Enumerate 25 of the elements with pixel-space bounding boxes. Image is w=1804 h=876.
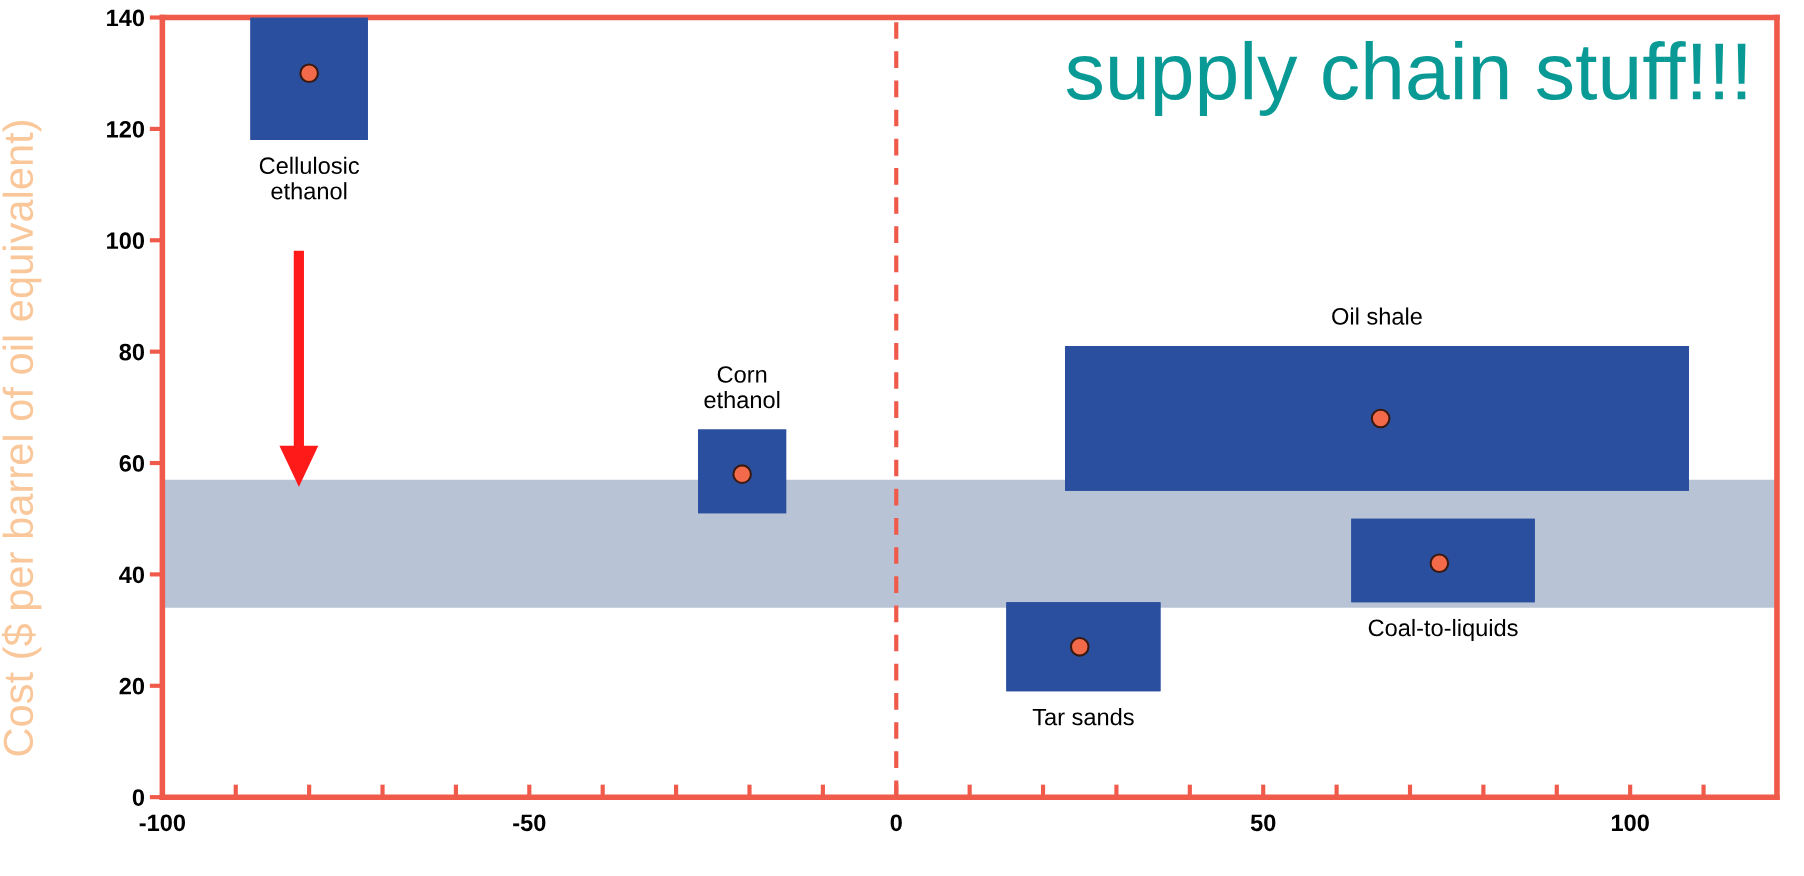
x-tick-label: 100: [1611, 814, 1649, 832]
annotation: Oil shale: [1332, 307, 1422, 325]
annotation: Coal-to-liquids: [1368, 618, 1518, 641]
y-tick-label: 120: [107, 120, 145, 138]
point: [299, 63, 319, 84]
point: [732, 464, 752, 484]
annotation: Tar sands: [1032, 708, 1134, 726]
y-tick-label: 100: [107, 232, 145, 250]
annotation: Cellulosic ethanol: [259, 156, 360, 200]
x-tick-label: 0: [890, 814, 902, 832]
y-tick-label: 60: [119, 455, 145, 472]
point: [1069, 636, 1090, 657]
y-tick-label: 140: [107, 9, 145, 27]
y-tick-label: 0: [132, 789, 145, 806]
y-tick-label: 80: [119, 343, 145, 361]
chart-title: supply chain stuff!!!: [1066, 40, 1746, 116]
x-tick-label: -100: [139, 814, 186, 832]
annotation: Corn ethanol: [704, 366, 780, 409]
y-tick-label: 20: [119, 677, 145, 695]
x-tick-label: 50: [1250, 814, 1276, 832]
y-tick-label: 40: [119, 566, 145, 584]
point: [1370, 408, 1391, 429]
y-axis-title: Cost ($ per barrel of oil equivalent): [1, 120, 42, 756]
x-tick-label: -50: [513, 814, 546, 832]
point: [1429, 553, 1450, 574]
